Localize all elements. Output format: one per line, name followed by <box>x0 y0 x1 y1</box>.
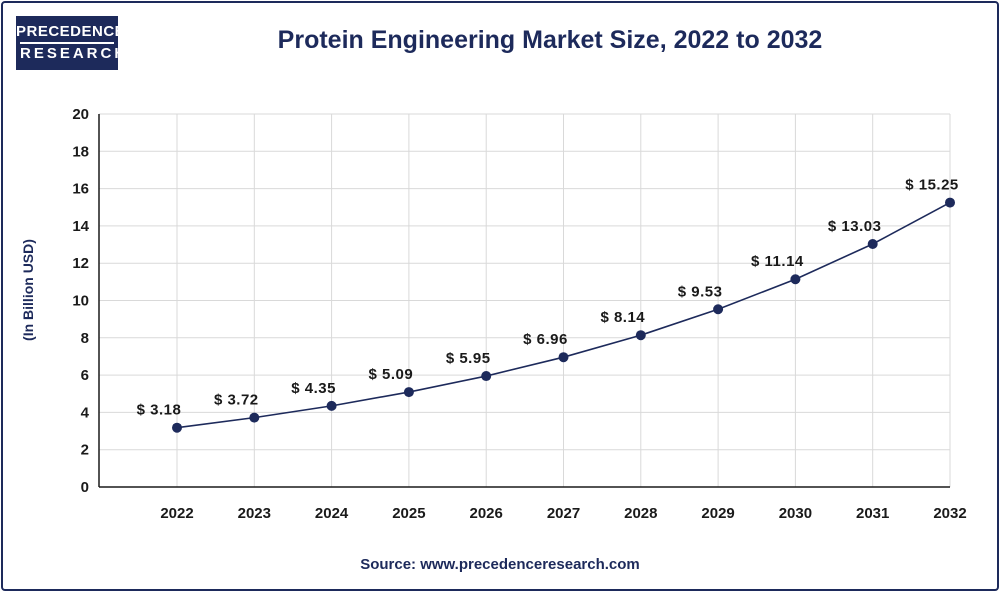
y-tick-label: 12 <box>72 255 89 272</box>
x-tick-label: 2024 <box>315 505 349 522</box>
data-point <box>481 371 492 382</box>
data-point <box>326 400 337 411</box>
data-point <box>867 238 878 249</box>
y-tick-label: 4 <box>81 404 90 421</box>
x-tick-label: 2025 <box>392 505 425 522</box>
data-point <box>790 274 801 285</box>
y-tick-label: 8 <box>81 330 89 347</box>
data-point <box>403 387 414 398</box>
x-tick-label: 2031 <box>856 505 889 522</box>
data-label: $ 9.53 <box>678 283 723 300</box>
x-tick-label: 2026 <box>470 505 503 522</box>
x-tick-label: 2022 <box>160 505 193 522</box>
data-label: $ 13.03 <box>828 218 882 235</box>
y-tick-label: 6 <box>81 367 89 384</box>
brand-logo: PRECEDENCE RESEARCH <box>16 16 126 70</box>
y-tick-label: 2 <box>81 442 89 459</box>
data-point <box>249 412 260 423</box>
data-label: $ 3.72 <box>214 392 259 409</box>
data-point <box>558 352 569 363</box>
x-tick-label: 2030 <box>779 505 812 522</box>
data-label: $ 4.35 <box>291 380 336 397</box>
y-tick-label: 14 <box>72 218 89 235</box>
x-tick-label: 2029 <box>701 505 734 522</box>
data-point <box>713 304 724 315</box>
data-label: $ 8.14 <box>600 309 645 326</box>
y-tick-label: 16 <box>72 181 89 198</box>
logo-line-1: PRECEDENCE <box>16 23 126 40</box>
data-point <box>945 197 955 208</box>
y-tick-label: 0 <box>81 479 89 496</box>
data-label: $ 3.18 <box>137 402 182 419</box>
data-label: $ 11.14 <box>751 253 804 270</box>
logo-line-2: RESEARCH <box>20 42 125 64</box>
data-label: $ 5.09 <box>369 366 414 383</box>
data-label: $ 15.25 <box>905 177 959 194</box>
source-note: Source: www.precedenceresearch.com <box>360 556 640 573</box>
data-label: $ 5.95 <box>446 350 491 367</box>
y-tick-label: 18 <box>72 143 89 160</box>
x-tick-label: 2023 <box>238 505 271 522</box>
x-tick-label: 2027 <box>547 505 580 522</box>
x-tick-label: 2032 <box>933 505 966 522</box>
chart-title: Protein Engineering Market Size, 2022 to… <box>277 26 823 54</box>
y-tick-label: 10 <box>72 293 89 310</box>
y-tick-label: 20 <box>72 106 89 123</box>
data-point <box>635 330 646 341</box>
data-label: $ 6.96 <box>523 331 568 348</box>
x-tick-label: 2028 <box>624 505 657 522</box>
data-point <box>172 422 182 433</box>
